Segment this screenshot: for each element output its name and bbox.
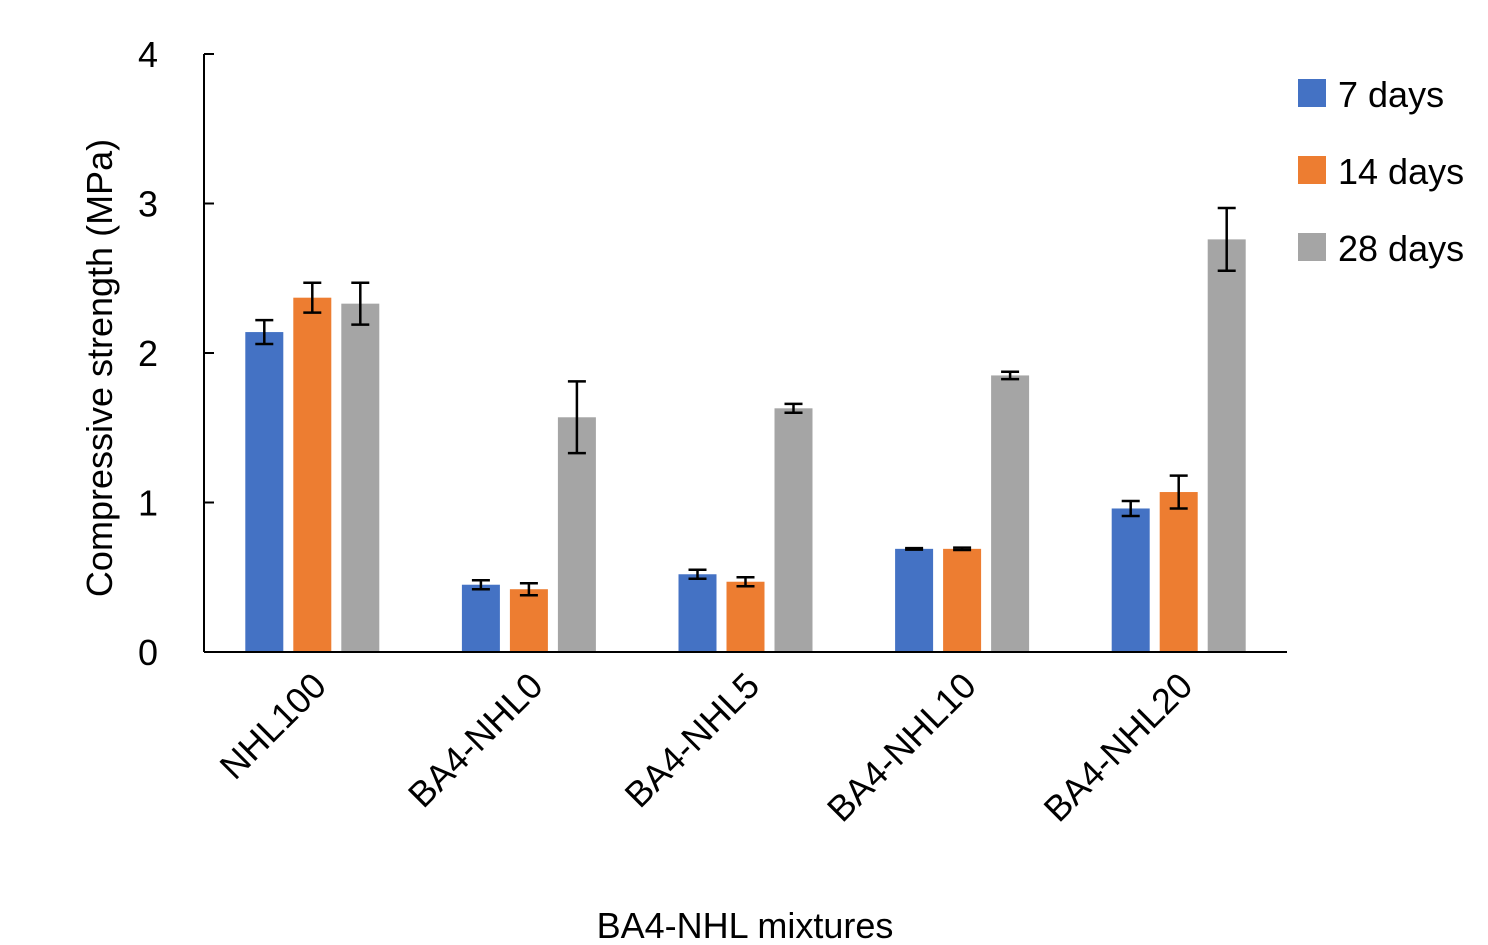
bar <box>895 548 934 652</box>
legend-swatch <box>1298 156 1326 184</box>
y-tick-label: 4 <box>138 34 158 75</box>
legend-swatch <box>1298 79 1326 107</box>
bar <box>1207 239 1246 652</box>
y-ticks-layer: 0 1 2 3 4 <box>138 34 214 673</box>
error-bars-layer <box>255 206 1236 597</box>
legend-label: 28 days <box>1338 228 1464 269</box>
bar <box>341 303 380 652</box>
y-tick-label: 2 <box>138 333 158 374</box>
bar <box>557 417 596 652</box>
x-tick-label: BA4-NHL0 <box>400 665 551 816</box>
bar <box>774 408 813 652</box>
bar <box>991 375 1030 652</box>
bar <box>293 297 332 652</box>
x-axis-label: BA4-NHL mixtures <box>597 905 894 945</box>
y-tick-label: 0 <box>138 632 158 673</box>
bar <box>461 584 500 652</box>
x-tick-label: BA4-NHL20 <box>1036 665 1201 830</box>
x-tick-label: BA4-NHL5 <box>616 665 767 816</box>
y-axis-label: Compressive strength (MPa) <box>79 139 120 597</box>
y-tick-label: 1 <box>138 483 158 524</box>
legend-swatch <box>1298 233 1326 261</box>
bar <box>1159 492 1198 652</box>
bar <box>943 548 982 652</box>
x-tick-label: NHL100 <box>212 665 334 787</box>
y-tick-label: 3 <box>138 184 158 225</box>
legend-label: 14 days <box>1338 151 1464 192</box>
x-ticks-layer: NHL100 BA4-NHL0 BA4-NHL5 BA4-NHL10 BA4-NHL20 <box>212 665 1201 830</box>
bar <box>509 589 548 652</box>
bar <box>678 574 717 652</box>
x-tick-label: BA4-NHL10 <box>819 665 984 830</box>
bar <box>1111 508 1150 652</box>
bar <box>245 332 284 652</box>
legend-label: 7 days <box>1338 74 1444 115</box>
legend: 7 days 14 days 28 days <box>1298 74 1464 269</box>
bar <box>726 581 765 652</box>
bars-layer <box>245 239 1246 652</box>
